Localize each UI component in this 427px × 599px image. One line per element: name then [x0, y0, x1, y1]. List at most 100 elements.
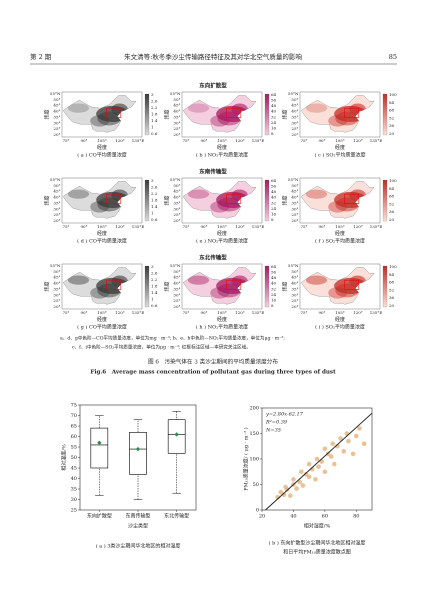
- text: 35°: [53, 286, 60, 291]
- text: 40°: [291, 281, 298, 286]
- text: 2.2: [151, 105, 158, 110]
- text: 35°: [173, 200, 180, 205]
- text: 55°N: [50, 91, 61, 96]
- text: y=2.80x-62.17: [265, 412, 304, 418]
- text: 105°: [335, 310, 345, 315]
- text: 64: [271, 178, 277, 183]
- text: 2.2: [151, 191, 158, 196]
- text: 30°: [53, 120, 60, 125]
- text: 50°: [173, 183, 180, 188]
- text: 55°N: [50, 263, 61, 268]
- text: 30°: [291, 120, 298, 125]
- text: 朱文清等:秋冬季沙尘传输路径特征及其对华北空气质量的影响: [124, 52, 302, 61]
- text: 40°: [53, 281, 60, 286]
- text: 75°: [62, 138, 69, 143]
- text: 80: [353, 514, 359, 520]
- text: 16: [271, 297, 277, 302]
- text: 85: [389, 53, 397, 61]
- text: 100: [249, 457, 259, 463]
- text: 90°: [318, 138, 325, 143]
- text: 120°: [235, 224, 245, 229]
- point: [316, 464, 321, 469]
- text: 经度: [335, 230, 345, 237]
- text: 0.6: [151, 217, 158, 222]
- text: 35°: [173, 114, 180, 119]
- concentration: [187, 275, 210, 285]
- text: 20: [259, 514, 265, 520]
- text: 100: [389, 178, 397, 183]
- text: 45°: [173, 275, 180, 280]
- text: 50°: [173, 97, 180, 102]
- text: 东北传输型: [199, 254, 227, 262]
- text: 90°: [80, 224, 87, 229]
- colorbar: [264, 265, 270, 308]
- text: 68: [389, 280, 395, 285]
- text: 30°: [173, 120, 180, 125]
- text: 105°: [335, 138, 345, 143]
- text: 120°: [235, 138, 245, 143]
- text: 第 2 期: [30, 52, 52, 61]
- text: 0: [256, 508, 259, 514]
- text: ( a ) CO平均质量浓度: [77, 152, 127, 159]
- text: 45°: [291, 275, 298, 280]
- fit-line: [265, 412, 373, 511]
- colorbar: [144, 265, 150, 308]
- text: 东向扩散型: [87, 513, 112, 520]
- text: 经度: [217, 230, 227, 237]
- text: 经度: [97, 316, 107, 323]
- text: 84: [389, 272, 395, 277]
- text: 75: [71, 403, 77, 409]
- text: 25°: [53, 212, 60, 217]
- text: 55°N: [170, 91, 181, 96]
- text: 55°N: [170, 263, 181, 268]
- text: 135°E: [252, 310, 265, 315]
- point: [328, 454, 334, 459]
- text: 1: [151, 125, 154, 130]
- text: 40°: [53, 109, 60, 114]
- text: 沙尘类型: [128, 523, 148, 530]
- text: 90°: [80, 138, 87, 143]
- text: 105°: [217, 310, 227, 315]
- text: 50°: [173, 269, 180, 274]
- text: 纬度: [44, 195, 51, 205]
- colorbar: [144, 93, 150, 136]
- point: [330, 441, 336, 447]
- text: 35°: [53, 200, 60, 205]
- text: ( h ) NO₂平均质量浓度: [196, 324, 248, 331]
- text: 40°: [291, 109, 298, 114]
- text: 24: [271, 120, 277, 125]
- text: 纬度: [164, 281, 171, 291]
- text: 经度: [335, 144, 345, 151]
- text: 48: [271, 275, 277, 280]
- text: 120°: [115, 224, 125, 229]
- text: 25°: [291, 126, 298, 131]
- text: 纬度: [164, 195, 171, 205]
- text: 120°: [353, 224, 363, 229]
- text: 150: [249, 431, 259, 437]
- text: 68: [389, 194, 395, 199]
- point: [297, 479, 303, 485]
- text: 100: [389, 92, 397, 97]
- text: ( b ) NO₂平均质量浓度: [196, 152, 248, 159]
- text: 1: [151, 297, 154, 302]
- concentration: [97, 283, 121, 298]
- concentration: [217, 283, 241, 298]
- concentration: [217, 111, 241, 126]
- text: ( d ) CO平均质量浓度: [77, 238, 127, 245]
- colorbar: [382, 93, 388, 136]
- text: 50°: [291, 183, 298, 188]
- text: Fig.6 Average mass concentration of poll…: [90, 370, 336, 376]
- text: 120°: [115, 310, 125, 315]
- concentration: [97, 197, 121, 212]
- focus-region: [344, 279, 360, 290]
- text: 48: [271, 189, 277, 194]
- text: 55°N: [170, 177, 181, 182]
- point: [322, 446, 328, 452]
- text: 52: [389, 287, 395, 292]
- text: N=35: [265, 428, 281, 434]
- text: 40: [290, 514, 296, 520]
- text: 90°: [200, 138, 207, 143]
- text: ( f ) SO₂平均质量浓度: [315, 238, 365, 245]
- text: 56: [271, 184, 277, 189]
- text: ( e ) NO₂平均质量浓度: [196, 238, 248, 245]
